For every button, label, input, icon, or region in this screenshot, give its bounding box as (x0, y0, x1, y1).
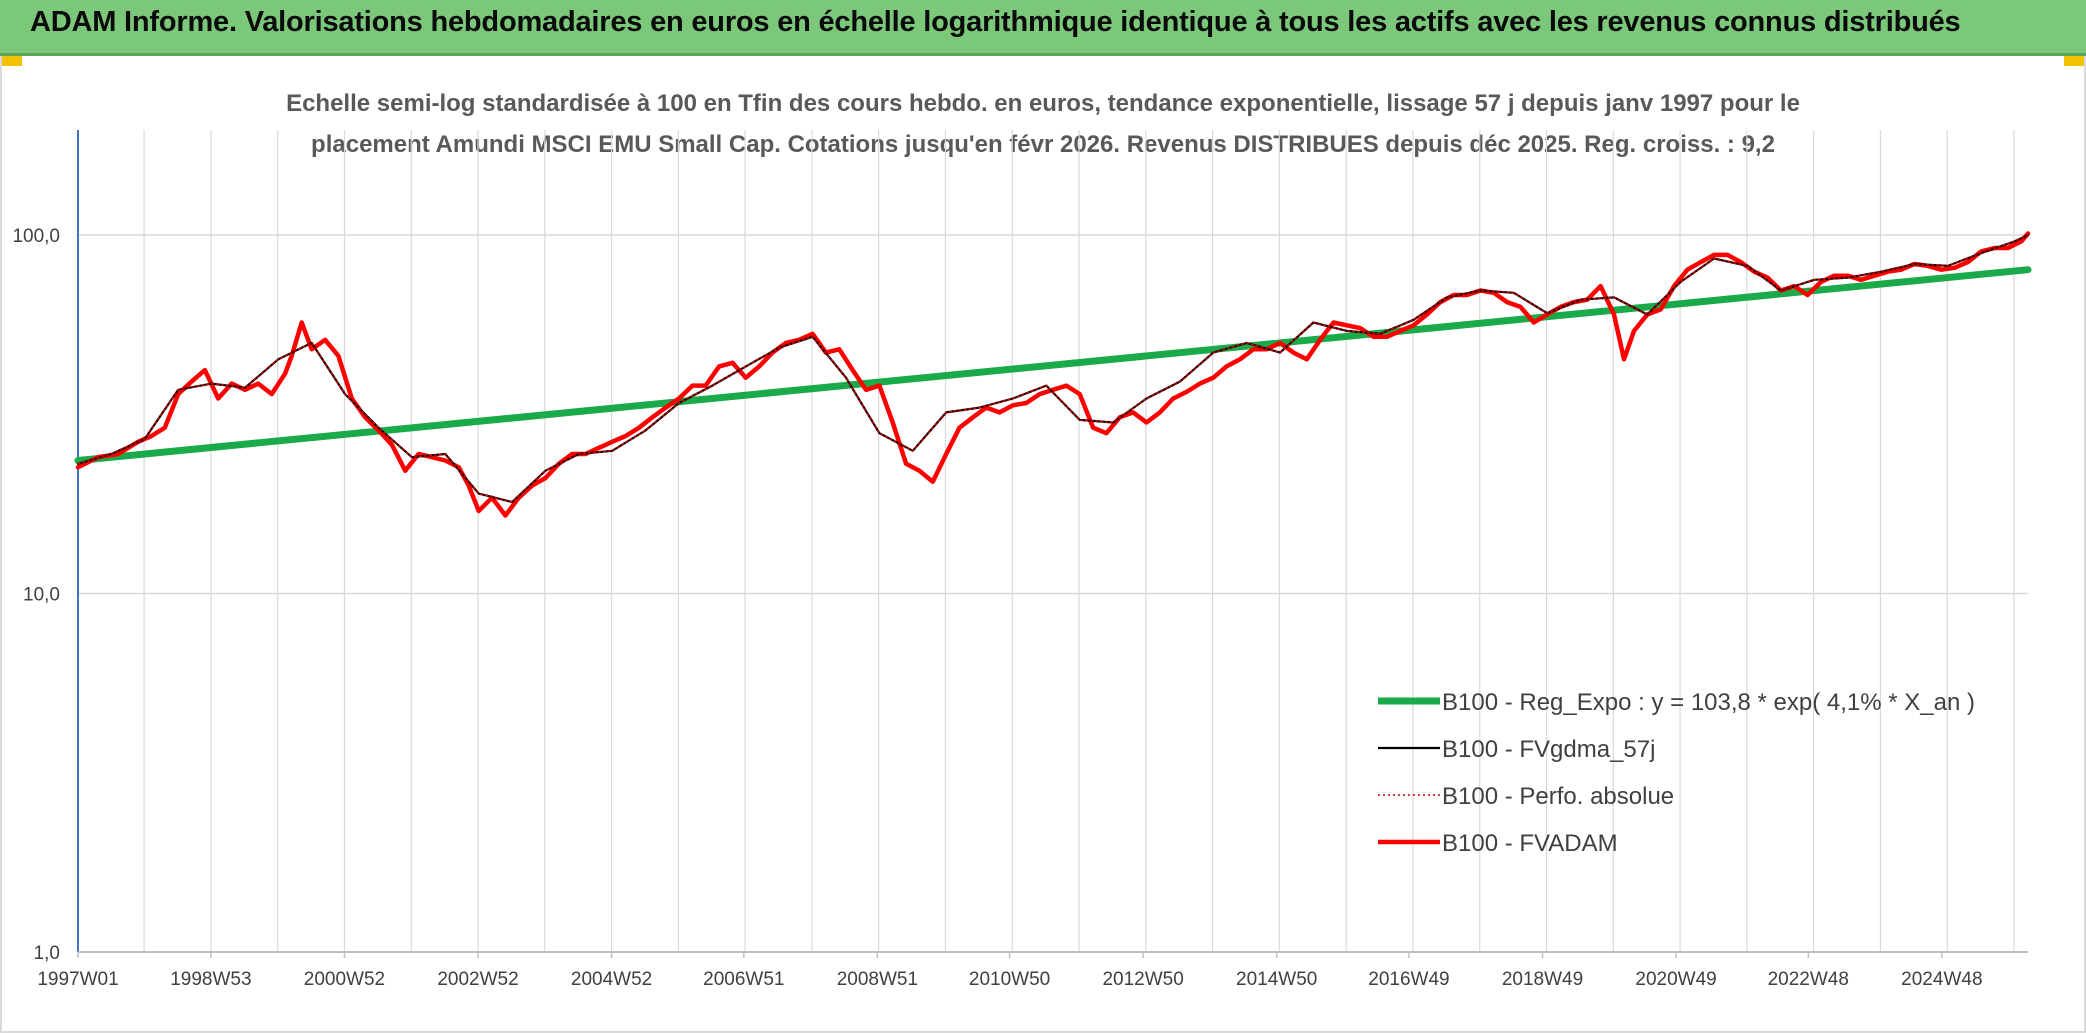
y-tick-label: 100,0 (12, 226, 60, 247)
x-tick-label: 2022W48 (1768, 969, 1849, 990)
x-tick-label: 2002W52 (437, 969, 518, 990)
legend: B100 - Reg_Expo : y = 103,8 * exp( 4,1% … (1378, 689, 1975, 857)
x-tick-label: 2004W52 (571, 969, 652, 990)
grid-layer (78, 130, 2028, 953)
y-tick-label: 1,0 (34, 943, 60, 964)
x-tick-label: 2006W51 (703, 969, 784, 990)
legend-label-trend: B100 - Reg_Expo : y = 103,8 * exp( 4,1% … (1442, 689, 1975, 716)
x-tick-label: 2016W49 (1368, 969, 1449, 990)
chart-subtitle-line-1: Echelle semi-log standardisée à 100 en T… (286, 90, 1800, 117)
series-line-trend (74, 266, 2032, 464)
x-tick-label: 2000W52 (304, 969, 385, 990)
series-layer (74, 231, 2032, 518)
legend-label-smooth: B100 - FVgdma_57j (1442, 736, 1655, 763)
banner-title: ADAM Informe. Valorisations hebdomadaire… (30, 6, 1961, 38)
legend-label-fvadam: B100 - FVADAM (1442, 830, 1618, 857)
x-tick-label: 2012W50 (1102, 969, 1183, 990)
x-tick-label: 1997W01 (37, 969, 118, 990)
x-tick-label: 2008W51 (837, 969, 918, 990)
x-tick-label: 2024W48 (1901, 969, 1982, 990)
x-tick-label: 2018W49 (1502, 969, 1583, 990)
series-line-fvadam (75, 231, 2031, 518)
chart-subtitle-line-2: placement Amundi MSCI EMU Small Cap. Cot… (311, 131, 1775, 158)
x-tick-label: 1998W53 (170, 969, 251, 990)
y-tick-label: 10,0 (23, 585, 60, 606)
left-corner-marker (0, 56, 22, 66)
x-tick-label: 2014W50 (1236, 969, 1317, 990)
series-line-perf (77, 234, 2029, 503)
banner: ADAM Informe. Valorisations hebdomadaire… (0, 0, 2086, 56)
chart-area (0, 56, 2086, 1033)
x-tick-label: 2010W50 (969, 969, 1050, 990)
axis-layer: 1,0 10,0 100,0 1997W01 1998W53 2000W52 2002W52… (12, 130, 2028, 990)
legend-label-perf: B100 - Perfo. absolue (1442, 783, 1674, 810)
x-tick-label: 2020W49 (1635, 969, 1716, 990)
right-corner-marker (2064, 56, 2086, 66)
